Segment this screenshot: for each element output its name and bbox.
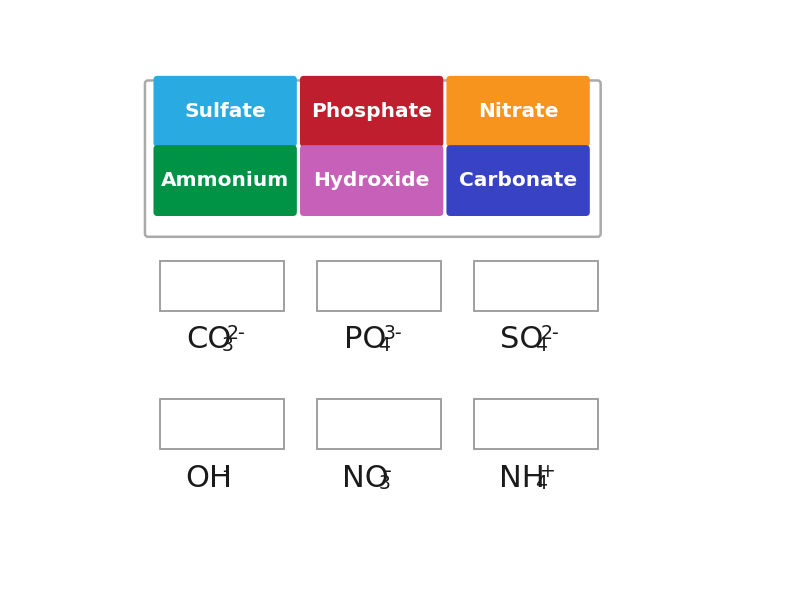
Bar [161,260,285,311]
Text: Sulfate: Sulfate [184,102,266,121]
FancyBboxPatch shape [154,76,297,146]
Text: CO: CO [186,325,231,355]
Text: 4: 4 [534,336,546,355]
Text: OH: OH [185,464,232,493]
Bar [474,260,598,311]
Text: 3: 3 [378,475,390,493]
Bar [317,399,441,449]
Bar [161,399,285,449]
Text: +: + [540,462,556,481]
Text: Nitrate: Nitrate [478,102,558,121]
FancyBboxPatch shape [154,145,297,216]
Text: NH: NH [498,464,545,493]
Text: 2-: 2- [227,323,246,343]
Text: 4: 4 [534,475,546,493]
FancyBboxPatch shape [300,76,443,146]
Bar [474,399,598,449]
Text: 2-: 2- [540,323,559,343]
Text: -: - [222,462,229,481]
Text: 3: 3 [222,336,234,355]
FancyBboxPatch shape [446,145,590,216]
Text: 3-: 3- [384,323,402,343]
Text: -: - [384,462,390,481]
Text: Carbonate: Carbonate [459,171,577,190]
Text: Hydroxide: Hydroxide [314,171,430,190]
Text: 4: 4 [378,336,390,355]
Bar [317,260,441,311]
Text: PO: PO [344,325,386,355]
FancyBboxPatch shape [300,145,443,216]
Text: Phosphate: Phosphate [311,102,432,121]
Text: NO: NO [342,464,389,493]
Text: SO: SO [500,325,543,355]
Text: Ammonium: Ammonium [161,171,290,190]
FancyBboxPatch shape [446,76,590,146]
FancyBboxPatch shape [145,80,601,237]
